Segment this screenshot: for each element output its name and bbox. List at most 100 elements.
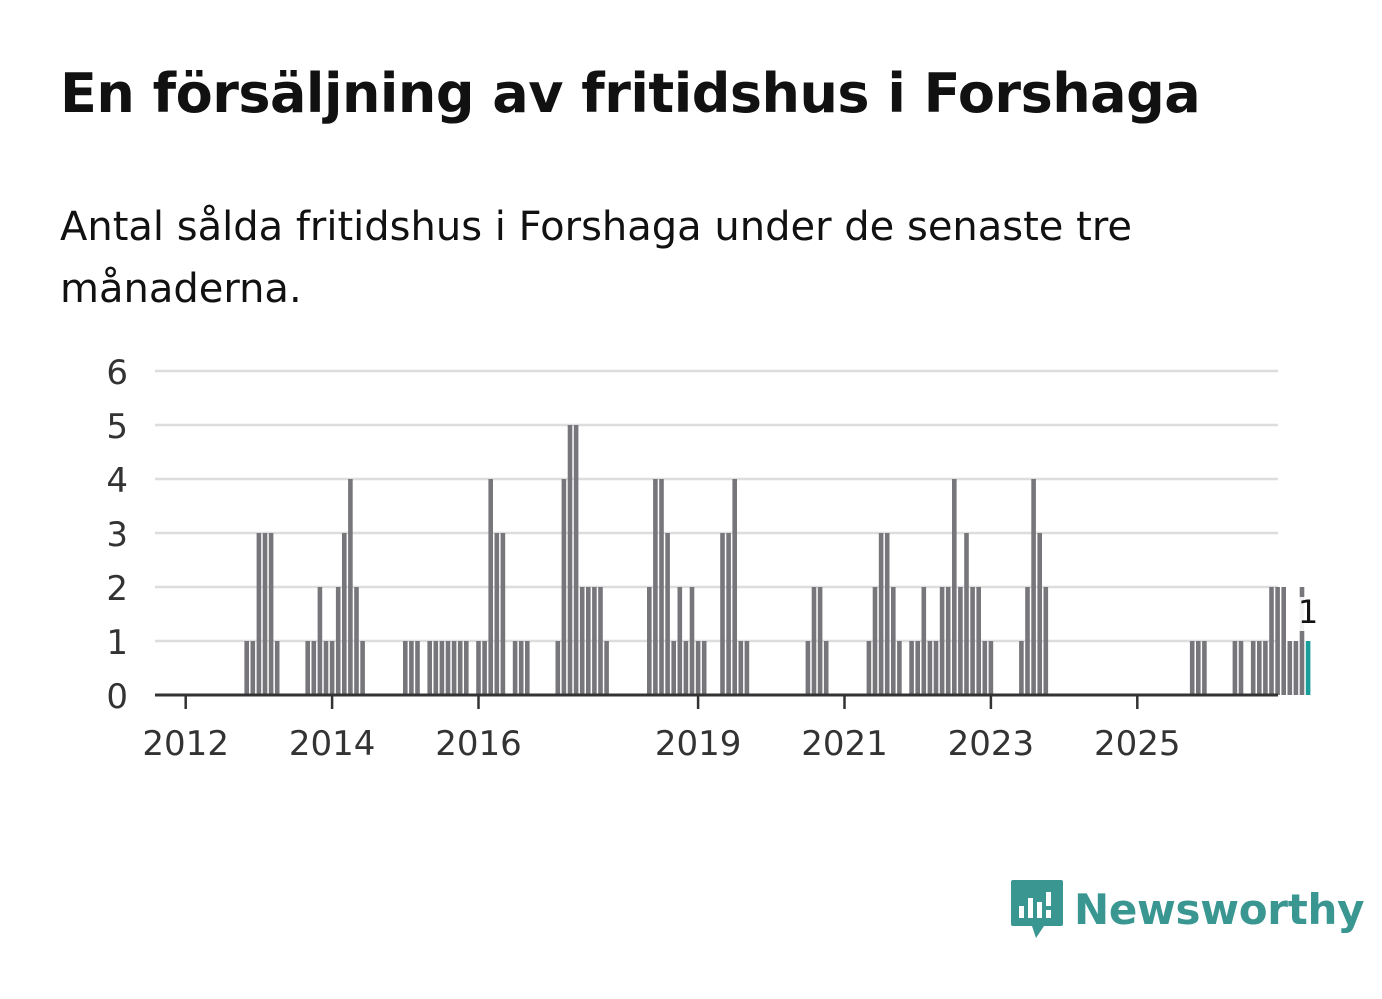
bar (592, 587, 597, 695)
bar (1269, 587, 1274, 695)
chart-title: En försäljning av fritidshus i Forshaga (60, 62, 1201, 125)
bar (665, 533, 670, 695)
gridlines (155, 369, 1278, 643)
bar (1232, 641, 1238, 695)
bar (1019, 641, 1024, 695)
bar (872, 587, 878, 695)
bar (1189, 641, 1195, 695)
x-tick-label: 2025 (1094, 724, 1181, 764)
y-tick-label: 4 (106, 461, 128, 501)
bar (488, 479, 493, 695)
bar (805, 641, 811, 695)
bar (677, 587, 683, 695)
bar (268, 533, 274, 695)
bar (689, 587, 695, 695)
bar (647, 587, 652, 695)
bar (311, 641, 317, 695)
bar (464, 641, 469, 695)
bar-latest (1305, 641, 1311, 695)
bar (970, 587, 975, 695)
bar (329, 641, 335, 695)
bar (244, 641, 249, 695)
bar (335, 587, 341, 695)
bar (342, 533, 347, 695)
bar (586, 587, 591, 695)
bar (884, 533, 890, 695)
bar (732, 479, 737, 695)
axes (155, 693, 1278, 709)
bar (1202, 641, 1207, 695)
bar (988, 641, 994, 695)
bar (866, 641, 872, 695)
x-tick-label: 2014 (289, 724, 376, 764)
y-tick-label: 3 (106, 515, 128, 555)
bar (433, 641, 439, 695)
bar (518, 641, 524, 695)
bar (561, 479, 567, 695)
bar (878, 533, 884, 695)
bar (1281, 587, 1286, 695)
bar (451, 641, 457, 695)
bar (512, 641, 518, 695)
bar (945, 587, 951, 695)
bar (1043, 587, 1049, 695)
y-tick-label: 2 (106, 569, 128, 609)
bar (457, 641, 463, 695)
bar (659, 479, 664, 695)
bar (573, 425, 579, 695)
bar (933, 641, 939, 695)
bar (476, 641, 481, 695)
bar (738, 641, 744, 695)
bar (720, 533, 725, 695)
x-tick-label: 2016 (435, 724, 522, 764)
bar (683, 641, 689, 695)
bar (952, 479, 957, 695)
bar (262, 533, 268, 695)
bar (274, 641, 280, 695)
bar (1031, 479, 1036, 695)
bar (598, 587, 603, 695)
bar (250, 641, 256, 695)
bar (317, 587, 323, 695)
bar (1293, 641, 1299, 695)
value-label-background (1296, 597, 1321, 631)
bar (555, 641, 561, 695)
bar (744, 641, 750, 695)
bar (1037, 533, 1042, 695)
bar (1250, 641, 1256, 695)
bar (1196, 641, 1201, 695)
bar (1287, 641, 1293, 695)
bar (323, 641, 329, 695)
bar (579, 587, 585, 695)
bar (567, 425, 573, 695)
bar (500, 533, 506, 695)
bar (403, 641, 408, 695)
bar (964, 533, 969, 695)
bar (409, 641, 414, 695)
bar (494, 533, 500, 695)
bar (909, 641, 914, 695)
y-tick-label: 6 (106, 353, 128, 393)
bar (348, 479, 353, 695)
last-value-label: 1 (1298, 593, 1318, 631)
x-tick-label: 2012 (142, 724, 229, 764)
y-tick-label: 5 (106, 407, 128, 447)
bar (439, 641, 445, 695)
bar (701, 641, 707, 695)
bar (811, 587, 817, 695)
bar (305, 641, 310, 695)
bar (360, 641, 365, 695)
newsworthy-logo-icon (1011, 880, 1063, 938)
bar (1263, 641, 1268, 695)
y-tick-label: 1 (106, 623, 128, 663)
bar (525, 641, 530, 695)
bar (823, 641, 829, 695)
chart-subtitle: Antal sålda fritidshus i Forshaga under … (60, 204, 1132, 312)
bar (915, 641, 920, 695)
newsworthy-logo: Newsworthy (1010, 878, 1364, 940)
bars (244, 425, 1311, 695)
bar (653, 479, 658, 695)
bar (1238, 641, 1244, 695)
bar (427, 641, 432, 695)
